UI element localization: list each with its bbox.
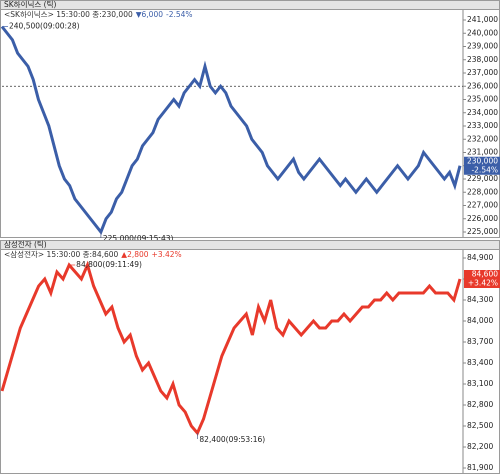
max-label: 84,800(09:11:49) <box>76 260 142 269</box>
info-line: <SK하이닉스> 15:30:00 종:230,000 ▼6,000 -2.54% <box>4 9 193 19</box>
y-tick-label: 225,000 <box>467 227 498 236</box>
y-tick-label: 238,000 <box>467 55 498 64</box>
y-tick-label: 84,300 <box>467 295 493 304</box>
y-tick-label: 236,000 <box>467 81 498 90</box>
info-part: ▼6,000 <box>136 10 163 19</box>
y-tick-label: 235,000 <box>467 95 498 104</box>
y-tick-label: 84,000 <box>467 316 493 325</box>
y-tick-label: 228,000 <box>467 187 498 196</box>
y-tick-label: 240,000 <box>467 28 498 37</box>
y-tick-label: 81,900 <box>467 463 493 472</box>
y-tick-label: 239,000 <box>467 42 498 51</box>
max-label: 240,500(09:00:28) <box>9 22 80 31</box>
y-tick-label: 234,000 <box>467 108 498 117</box>
y-tick-label: 227,000 <box>467 201 498 210</box>
panel-title: 삼성전자 (틱) <box>4 239 47 249</box>
info-part: +3.42% <box>152 250 182 259</box>
panel <box>0 0 500 238</box>
min-label: 82,400(09:53:16) <box>199 435 265 444</box>
panel-header <box>0 240 500 250</box>
y-tick-label: 232,000 <box>467 134 498 143</box>
y-tick-label: 83,400 <box>467 358 493 367</box>
y-tick-label: 83,700 <box>467 337 493 346</box>
panel-title: SK하이닉스 (틱) <box>4 0 56 9</box>
info-part: <SK하이닉스> 15:30:00 종:230,000 <box>4 9 133 19</box>
info-line: <삼성전자> 15:30:00 종:84,600 ▲2,800 +3.42% <box>4 249 182 259</box>
y-tick-label: 229,000 <box>467 174 498 183</box>
info-part: <삼성전자> 15:30:00 종:84,600 <box>4 249 119 259</box>
y-tick-label: 82,800 <box>467 400 493 409</box>
info-part: ▲2,800 <box>121 250 148 259</box>
panel <box>0 240 500 474</box>
last-price-box <box>464 270 500 288</box>
y-tick-label: 83,100 <box>467 379 493 388</box>
info-part: -2.54% <box>166 10 193 19</box>
y-tick-label: 82,500 <box>467 421 493 430</box>
y-tick-label: 241,000 <box>467 15 498 24</box>
panel-header <box>0 0 500 10</box>
y-tick-label: 82,200 <box>467 442 493 451</box>
last-change: +3.42% <box>468 279 498 288</box>
price-line <box>0 25 462 235</box>
y-tick-label: 233,000 <box>467 121 498 130</box>
y-tick-label: 231,000 <box>467 148 498 157</box>
y-tick-label: 226,000 <box>467 214 498 223</box>
y-tick-label: 237,000 <box>467 68 498 77</box>
last-price: 230,000 <box>467 156 498 165</box>
price-line <box>0 260 462 436</box>
last-change: -2.54% <box>471 165 498 174</box>
last-price-box <box>464 156 500 175</box>
min-label: 225,000(09:15:43) <box>103 234 174 243</box>
y-tick-label: 84,900 <box>467 253 493 262</box>
last-price: 84,600 <box>472 270 498 279</box>
